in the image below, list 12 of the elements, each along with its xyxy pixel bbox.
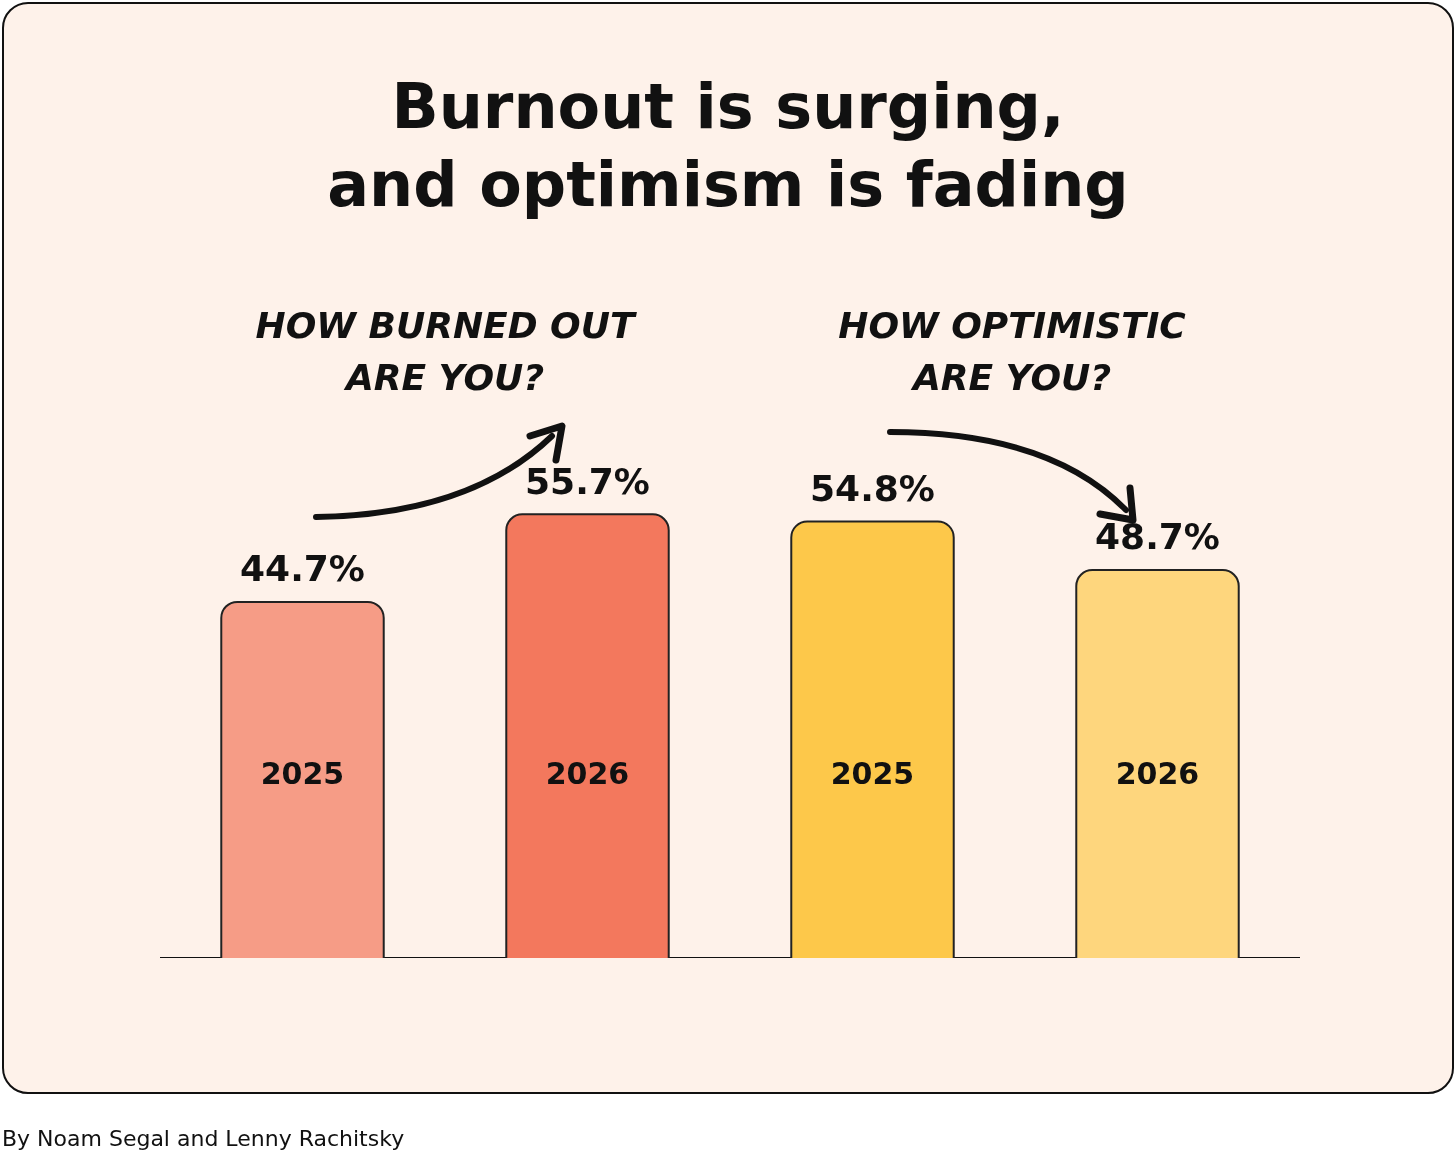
chart-title: Burnout is surging, and optimism is fading — [326, 69, 1130, 223]
x-tick-label: 2026 — [545, 755, 630, 791]
x-tick-label: 2025 — [260, 755, 345, 791]
text: HOW OPTIMISTIC ARE YOU? — [837, 304, 1187, 400]
x-tick-label: 2026 — [1115, 755, 1200, 791]
data-label: 48.7% — [1095, 516, 1220, 558]
x-tick-label: 2025 — [830, 755, 915, 791]
text: HOW BURNED OUT ARE YOU? — [254, 304, 638, 400]
data-label: 44.7% — [240, 548, 365, 590]
data-label: 55.7% — [525, 460, 650, 502]
text: By Noam Segal and Lenny Rachitsky — [2, 1126, 405, 1151]
data-label: 54.8% — [810, 467, 935, 509]
